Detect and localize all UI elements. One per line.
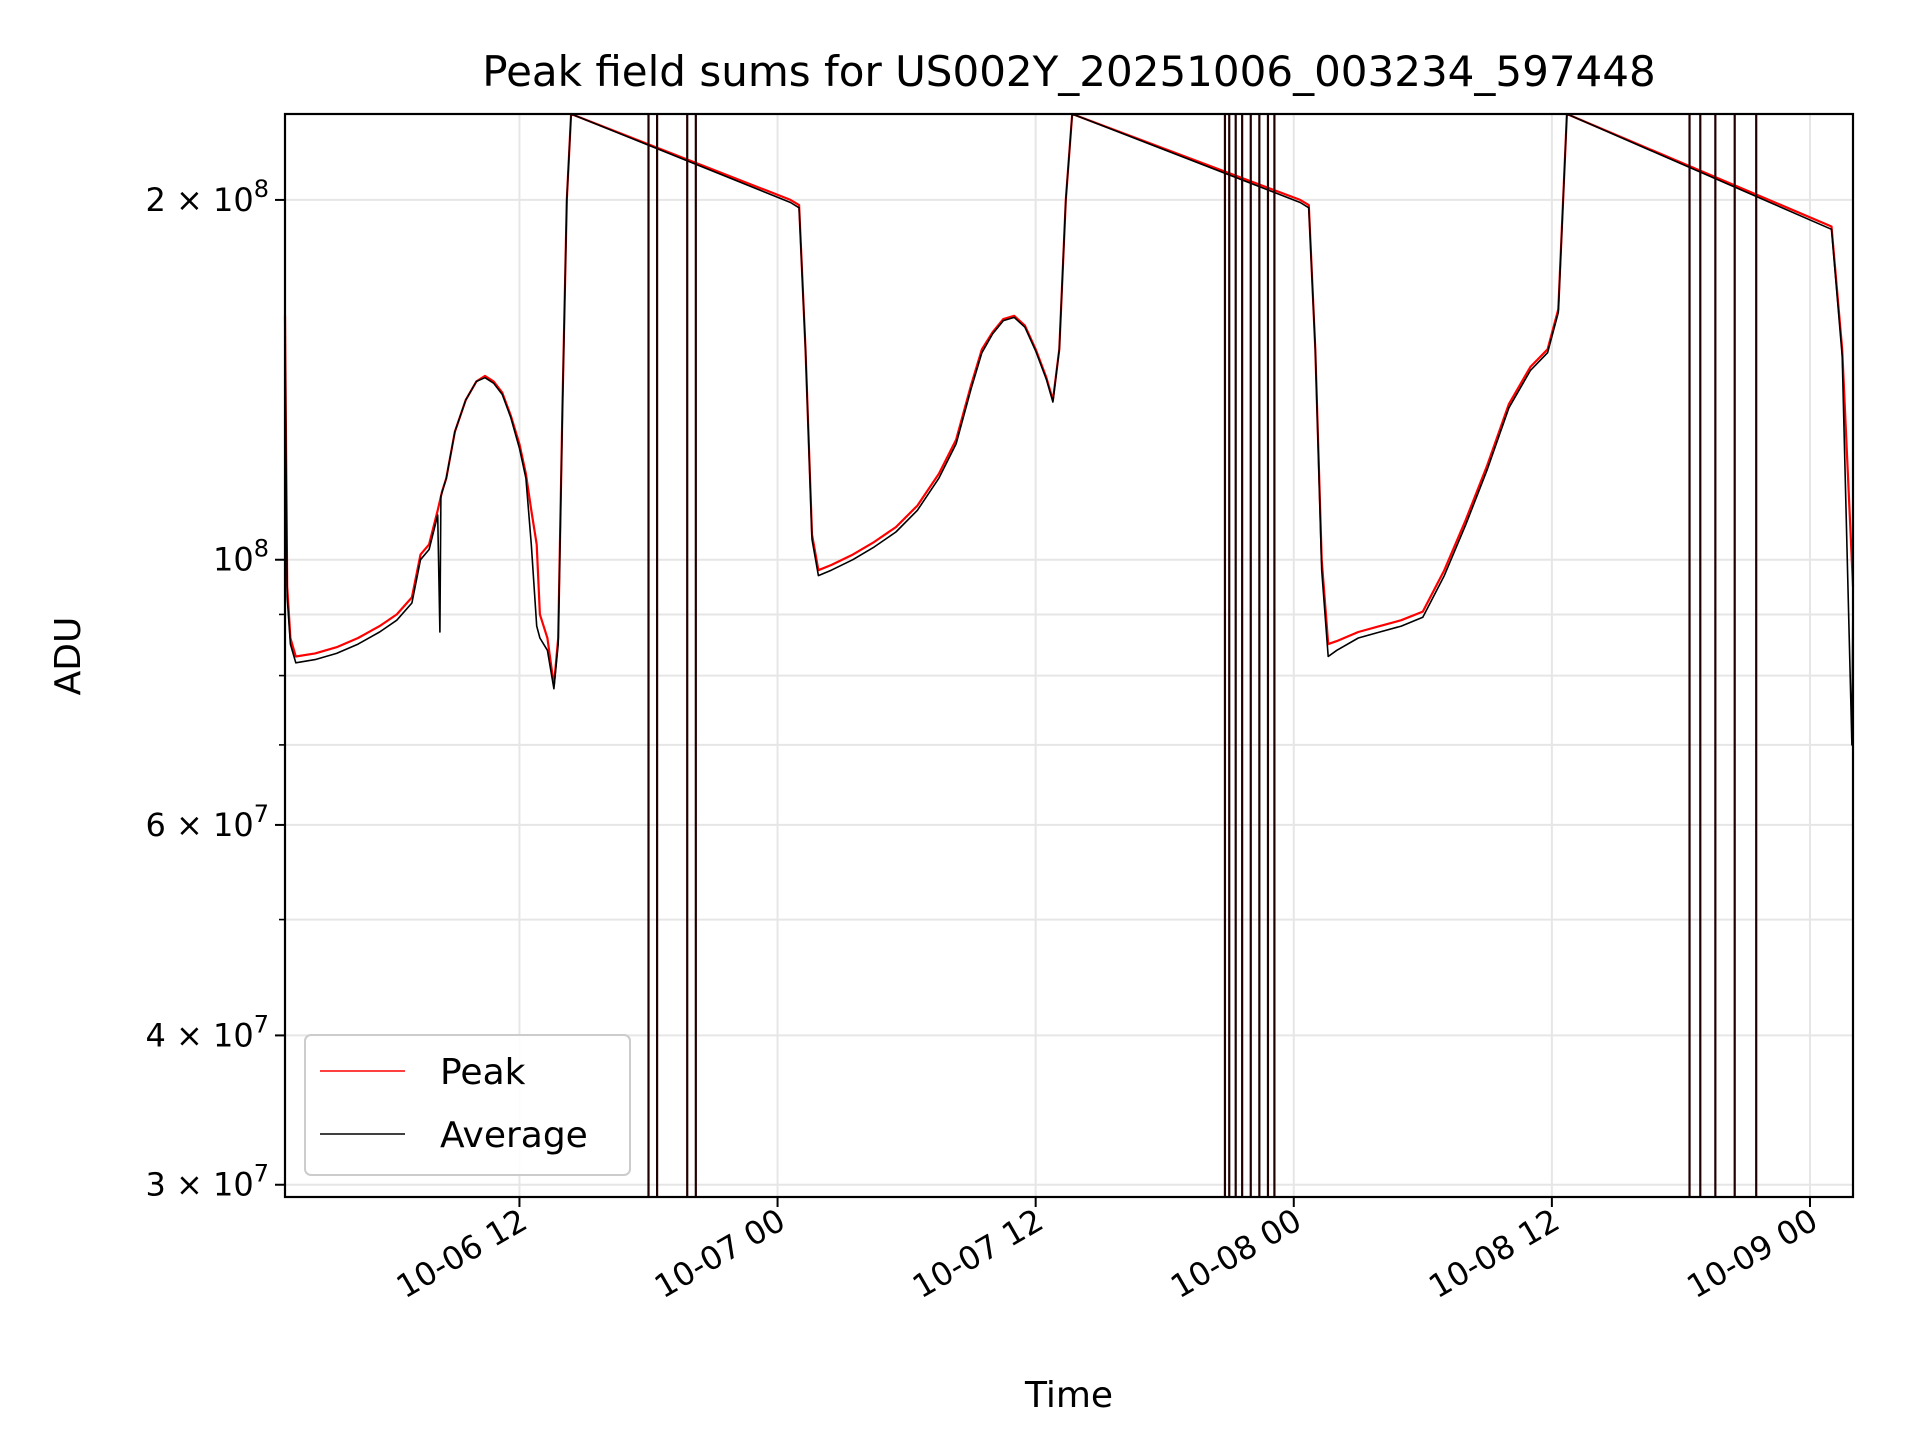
plot-frame [283,112,1855,1199]
y-tick-label: 4 × 107 [145,1010,269,1054]
legend: Peak Average [304,1034,631,1176]
series-layer [283,112,1855,1197]
legend-box [304,1034,631,1176]
y-tick-label: 2 × 108 [145,175,269,219]
x-axis-label: Time [1024,1375,1113,1416]
chart-title: Peak field sums for US002Y_20251006_0032… [482,47,1655,96]
legend-average-label: Average [440,1115,588,1156]
grid [285,114,1853,1197]
series-line-average [284,113,1854,746]
y-axis-label: ADU [48,617,89,696]
series-average [284,113,1854,746]
legend-peak-label: Peak [440,1052,526,1093]
y-tick-label: 6 × 107 [145,800,269,844]
y-tick-label: 3 × 107 [145,1160,269,1204]
y-tick-label: 108 [213,535,269,579]
